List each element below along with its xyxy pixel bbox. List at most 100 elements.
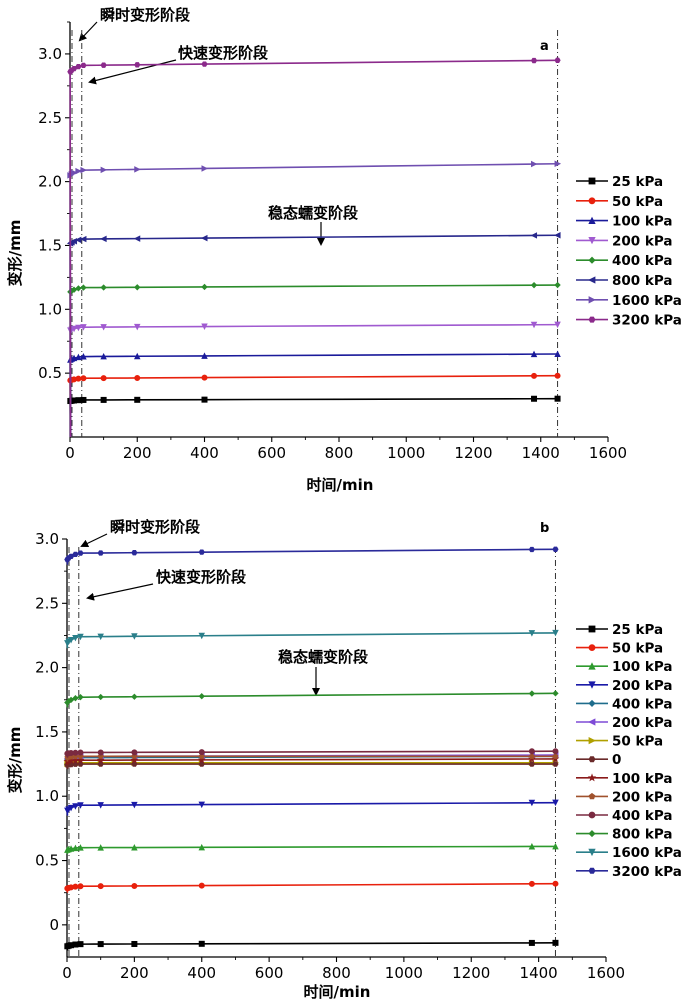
series-marker-b-10-8 [528,748,535,755]
series-marker-a-7-5 [100,62,107,68]
panel-a: a 瞬时变形阶段 快速变形阶段 稳态蠕变阶段 时间/min 变形/mm 0 200… [6,6,682,494]
x-tick-label-b-8: 1600 [587,964,625,982]
y-tick-label-b-3: 1.5 [35,723,59,741]
series-marker-b-2-7 [198,843,205,851]
series-marker-a-4-7 [201,283,208,291]
series-marker-b-10-9 [552,748,559,755]
panel-a-label: a [540,39,549,54]
plot-area-b: 0 200 400 600 800 1000 1200 1400 1600 0 0.5 1.0 1.5 2… [35,530,682,982]
legend-marker-a-4 [588,256,596,264]
y-axis-label-a: 变形/mm [6,220,24,287]
series-marker-b-13-8 [528,546,535,553]
series-marker-b-11-9 [552,690,559,697]
legend-label-b-12: 1600 kPa [612,845,682,861]
y-tick-label-a-4: 2.5 [38,109,62,127]
series-marker-a-0-4 [80,396,87,403]
legend-marker-b-8 [587,773,597,782]
series-marker-b-1-7 [198,882,205,889]
series-marker-a-1-7 [201,374,208,381]
series-marker-a-3-3 [75,324,82,332]
series-line-b-1 [66,882,556,893]
legend-label-b-5: 200 kPa [612,715,673,731]
annotation-instant-arrow-b [80,533,108,548]
plot-area-a: 0 200 400 600 800 1000 1200 1400 1600 0.5 1.0 1.5 2.… [38,21,682,462]
series-marker-b-2-5 [97,844,104,851]
series-marker-b-11-7 [198,693,205,700]
series-line-b-12 [66,632,556,649]
series-marker-a-3-7 [201,323,208,331]
series-marker-b-3-6 [131,801,138,809]
x-axis-label-b: 时间/min [304,983,371,1001]
series-marker-a-1-3 [75,375,82,382]
x-tick-label-b-1: 200 [120,964,149,982]
legend-label-a-6: 1600 kPa [612,293,682,309]
series-marker-a-4-4 [80,284,87,291]
series-marker-a-6-5 [100,166,108,174]
series-marker-a-7-2 [70,65,78,72]
legend-label-a-2: 100 kPa [612,214,673,230]
series-marker-b-3-2 [67,804,75,812]
legend-marker-b-12 [588,848,596,857]
series-marker-b-1-6 [131,882,138,889]
series-marker-b-11-5 [97,693,104,701]
x-tick-label-b-2: 400 [187,964,216,982]
legend-label-b-2: 100 kPa [612,659,673,675]
series-marker-b-2-8 [528,842,536,850]
x-tick-label-a-5: 1000 [387,444,425,462]
series-marker-b-12-8 [528,630,536,637]
series-marker-b-12-2 [67,636,75,644]
series-marker-a-2-4 [80,353,87,360]
series-marker-a-6-9 [554,160,562,167]
annotation-instant-b: 瞬时变形阶段 [110,518,200,536]
series-marker-b-11-2 [67,696,75,704]
series-marker-b-8-7 [197,755,206,764]
legend-marker-a-1 [588,197,596,205]
series-marker-b-10-7 [198,749,205,756]
x-tick-label-b-4: 800 [322,964,351,982]
series-marker-a-2-9 [554,350,561,358]
series-marker-b-11-4 [77,694,84,701]
series-marker-b-2-6 [131,844,138,851]
series-line-b-3 [66,801,556,816]
y-tick-label-a-3: 2.0 [38,173,62,191]
series-marker-b-3-5 [97,802,104,809]
annotation-rapid-arrow-b [86,583,154,601]
series-marker-b-7-8 [528,761,535,767]
series-marker-b-13-3 [72,551,79,557]
series-marker-a-2-6 [134,352,141,360]
series-marker-b-13-5 [97,550,104,556]
series-marker-b-1-8 [528,880,535,887]
y-tick-label-b-6: 3.0 [35,530,59,548]
series-marker-a-0-3 [75,397,82,404]
series-marker-a-5-9 [554,231,561,239]
series-marker-a-2-5 [100,352,107,360]
x-tick-label-b-6: 1200 [452,964,490,982]
legend-label-b-9: 200 kPa [612,789,673,805]
legend-marker-b-0 [588,625,596,633]
annotation-rapid-b: 快速变形阶段 [156,568,246,586]
series-line-a-1 [69,374,558,438]
annotation-rapid-a: 快速变形阶段 [178,44,268,62]
series-marker-b-3-3 [72,803,79,810]
y-tick-label-b-4: 2.0 [35,659,59,677]
series-marker-a-5-4 [79,235,87,243]
legend-marker-b-3 [588,681,596,689]
x-tick-label-b-5: 1000 [385,964,423,982]
series-marker-b-3-8 [528,799,536,807]
series-line-b-7 [66,763,556,770]
series-marker-b-1-5 [97,883,104,890]
legend-label-a-0: 25 kPa [612,174,663,190]
x-tick-label-a-8: 1600 [589,444,627,462]
series-marker-a-1-6 [134,374,141,381]
series-marker-b-0-9 [552,939,559,946]
x-tick-label-b-3: 600 [255,964,284,982]
series-marker-b-0-4 [77,941,84,948]
x-tick-label-b-0: 0 [62,964,72,982]
x-tick-label-a-0: 0 [65,444,75,462]
series-marker-a-7-9 [554,57,561,63]
series-marker-b-2-3 [72,844,79,852]
series-marker-b-1-4 [77,883,84,890]
legend-marker-a-0 [588,177,596,185]
series-line-b-11 [66,692,556,708]
series-marker-a-4-5 [100,284,107,291]
